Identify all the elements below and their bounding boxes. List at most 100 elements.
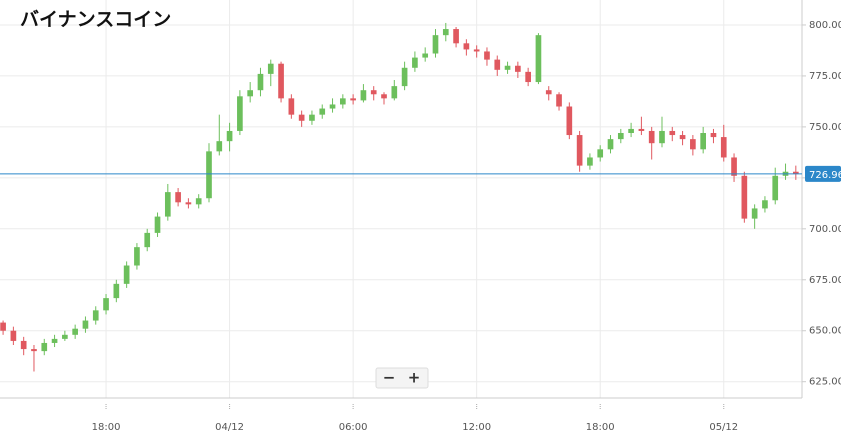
candle-body [587, 157, 593, 166]
candle-body [792, 171, 799, 174]
candle-body [92, 310, 99, 321]
candle-body [473, 49, 480, 52]
y-tick-label: 650.00 [809, 326, 841, 337]
candle-body [298, 114, 305, 121]
y-tick-label: 625.00 [809, 377, 841, 388]
candle-body [710, 133, 717, 138]
candle-body [319, 108, 326, 115]
candle-body [731, 157, 737, 176]
candle-body [20, 340, 27, 350]
y-tick-label: 675.00 [809, 275, 841, 286]
candle-body [453, 29, 459, 44]
candle-body [257, 73, 264, 91]
candle-body [659, 130, 665, 144]
candle-body [103, 298, 109, 311]
candle-body [628, 128, 634, 134]
candle-body [607, 139, 614, 150]
chart-title: バイナンスコイン [20, 9, 171, 31]
candle-body [134, 247, 140, 266]
zoom-out-button[interactable]: − [383, 369, 396, 387]
candle-body [762, 200, 768, 209]
zoom-controls: − + [375, 367, 429, 389]
candle-body [350, 98, 356, 101]
candle-body [648, 130, 655, 144]
candle-body [690, 139, 696, 150]
candle-body [31, 349, 37, 352]
candle-body [216, 141, 223, 152]
grid [0, 0, 802, 398]
candle-body [175, 192, 181, 203]
candle-body [545, 90, 552, 95]
candle-body [309, 114, 315, 121]
y-tick-label: 800.00 [809, 20, 841, 31]
candle-body [329, 104, 336, 109]
candle-body [164, 192, 171, 217]
candle-body [206, 151, 212, 199]
candle-body [267, 63, 274, 74]
candle-body [391, 86, 398, 99]
candle-body [247, 90, 254, 97]
candle-body [525, 71, 531, 83]
candle-body [432, 35, 439, 54]
candle-body [340, 98, 346, 105]
candle-body [669, 130, 676, 136]
zoom-in-button[interactable]: + [408, 369, 421, 387]
candle-body [370, 90, 377, 95]
candle-body [617, 133, 624, 140]
candle-body [679, 135, 686, 140]
candle-body [82, 320, 89, 329]
candle-body [41, 342, 48, 352]
candle-body [10, 330, 17, 341]
candle-body [288, 98, 295, 115]
candle-body [412, 57, 418, 68]
y-tick-label: 775.00 [809, 71, 841, 82]
candle-body [463, 43, 470, 50]
candle-body [0, 322, 6, 331]
last-price-box [805, 165, 841, 182]
candle-body [381, 94, 387, 99]
x-tick-label: 04/12 [215, 422, 244, 433]
x-tick-label: 05/12 [709, 422, 738, 433]
candle-body [51, 338, 58, 343]
candle-body [597, 149, 604, 158]
candle-body [154, 216, 161, 233]
candle-body [113, 283, 120, 299]
candle-body [144, 232, 151, 248]
y-tick-label: 750.00 [809, 122, 841, 133]
candle-body [72, 328, 78, 335]
candle-body [422, 53, 429, 58]
candle-body [504, 65, 511, 70]
candle-body [484, 51, 490, 60]
candle-body [638, 128, 645, 131]
candle-body [442, 29, 449, 36]
candle-body [576, 135, 583, 166]
candle-body [700, 133, 706, 150]
candle-body [556, 94, 562, 107]
last-price-label: 726.96 [809, 170, 841, 181]
x-tick-label: 06:00 [339, 422, 368, 433]
candle-body [741, 175, 748, 219]
candle-body [515, 65, 521, 72]
candle-body [226, 130, 233, 142]
y-tick-label: 700.00 [809, 224, 841, 235]
zoom-box [375, 367, 429, 389]
candle-body [772, 175, 779, 201]
candle-body [278, 63, 284, 99]
candle-body [62, 334, 68, 339]
x-tick-label: 18:00 [586, 422, 615, 433]
candle-body [123, 265, 130, 284]
candle-body [494, 59, 501, 70]
x-tick-label: 18:00 [92, 422, 121, 433]
candle-body [195, 198, 202, 205]
candle-body [751, 208, 758, 219]
candle-body [720, 137, 727, 158]
candle-body [566, 106, 573, 136]
candle-body [535, 35, 542, 83]
candle-body [360, 90, 367, 101]
candle-body [401, 67, 408, 87]
x-tick-label: 12:00 [462, 422, 491, 433]
candle-body [185, 202, 192, 205]
candle-body [237, 96, 243, 131]
